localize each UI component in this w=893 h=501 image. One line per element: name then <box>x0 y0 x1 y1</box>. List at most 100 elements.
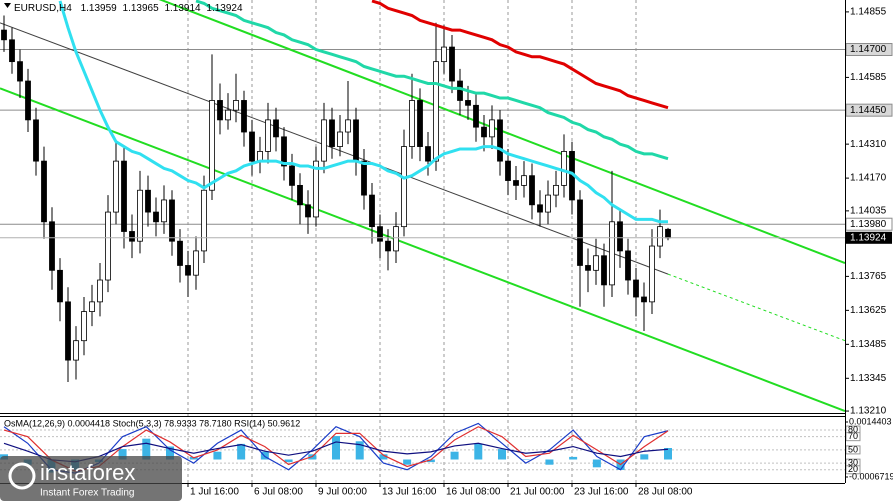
candle-body <box>369 194 375 228</box>
candle-body <box>329 119 335 147</box>
menu-icon[interactable] <box>4 3 11 8</box>
trendline <box>0 87 845 412</box>
panel-tick-label: 80 <box>848 424 858 434</box>
moving-average <box>371 0 669 110</box>
price-box <box>846 231 892 244</box>
candle-body <box>49 221 55 271</box>
x-tick-label: 6 Jul 08:00 <box>254 487 303 498</box>
candle-body <box>153 211 159 223</box>
osma-bar <box>592 459 601 468</box>
panel-tick-label: 50 <box>848 444 858 454</box>
readout-open: 1.13959 <box>81 3 118 14</box>
panel-title: OsMA(12,26,9) 0.0004418 Stoch(5,3,3) 78.… <box>4 418 300 428</box>
watermark-name: instaforex <box>40 460 135 485</box>
candle-body <box>73 340 79 361</box>
osma-bar <box>237 443 246 460</box>
osma-bar <box>664 448 672 460</box>
y-tick-label: 1.13345 <box>850 373 887 384</box>
candle-body <box>137 189 143 242</box>
level-label: 1.13980 <box>850 219 887 230</box>
candle-body <box>457 80 463 101</box>
watermark-bg <box>0 456 182 501</box>
candle-body <box>401 146 407 228</box>
candle-body <box>657 226 663 247</box>
candle-body <box>617 221 623 252</box>
candle-body <box>513 180 519 186</box>
candle-body <box>601 255 607 286</box>
candle-body <box>145 189 151 213</box>
candle-body <box>305 204 311 218</box>
price-label: 1.13924 <box>850 232 887 243</box>
x-tick-label: 21 Jul 00:00 <box>510 487 565 498</box>
oscillator-line <box>3 422 669 474</box>
y2-tick-label: -0.0006719 <box>849 471 893 481</box>
candle-body <box>89 301 95 312</box>
candle-body <box>241 100 247 133</box>
candle-body <box>561 151 567 186</box>
candle-body <box>25 80 31 121</box>
candle-body <box>169 199 175 242</box>
osma-bar <box>403 459 412 465</box>
oscillator-line <box>3 426 669 472</box>
candle-body <box>41 160 47 223</box>
candle-body <box>81 311 87 342</box>
candle-body <box>33 119 39 162</box>
candle-body <box>217 100 223 121</box>
panel-tick-label: 20 <box>848 464 858 474</box>
candle-body <box>545 194 551 213</box>
candle-body <box>265 119 271 152</box>
y-tick-label: 1.13210 <box>850 406 887 417</box>
candle-body <box>665 228 671 239</box>
watermark-logo <box>8 462 36 490</box>
candle-body <box>313 160 319 218</box>
x-tick-label: 1 Jul 16:00 <box>190 487 239 498</box>
x-tick-label: 9 Jul 00:00 <box>318 487 367 498</box>
readout-close: 1.13924 <box>206 3 243 14</box>
candle-body <box>641 296 647 303</box>
candle-body <box>273 119 279 138</box>
candle-body <box>345 119 351 133</box>
candle-body <box>193 250 199 276</box>
osma-bar <box>332 436 340 460</box>
candle-body <box>609 221 615 286</box>
candle-body <box>521 175 527 186</box>
candle-body <box>225 109 231 121</box>
candle-body <box>337 131 343 147</box>
osma-bar <box>142 438 151 460</box>
y-tick-label: 1.13765 <box>850 271 887 282</box>
candle-body <box>425 146 431 162</box>
candle-body <box>625 250 631 281</box>
candle-body <box>393 226 399 252</box>
candle-body <box>473 104 479 128</box>
candle-body <box>385 240 391 252</box>
candle-body <box>129 231 135 242</box>
oscillator-line <box>3 441 669 463</box>
candle-body <box>465 100 471 106</box>
candle-body <box>113 160 119 213</box>
candle-body <box>321 119 327 162</box>
candle-body <box>249 131 255 162</box>
x-tick-label: 28 Jul 08:00 <box>638 487 693 498</box>
panel-tick-label: 30 <box>848 458 858 468</box>
candle-body <box>9 39 15 63</box>
x-tick-label: 23 Jul 16:00 <box>574 487 629 498</box>
watermark-tagline: Instant Forex Trading <box>40 488 135 499</box>
candle-body <box>497 119 503 162</box>
candle-body <box>1 29 7 41</box>
readout-low: 1.13914 <box>164 3 201 14</box>
osma-bar <box>569 456 578 460</box>
osma-bar <box>118 449 127 460</box>
readout: EURUSD,H4 1.13959 1.13965 1.13914 1.1392… <box>14 3 243 14</box>
watermark: instaforex Instant Forex Trading <box>0 456 182 501</box>
candle-body <box>377 226 383 242</box>
osma-bar <box>450 451 459 460</box>
candle-body <box>529 175 535 206</box>
candle-body <box>281 136 287 167</box>
osma-bar <box>545 459 554 465</box>
candle-body <box>177 240 183 266</box>
candle-body <box>409 100 415 147</box>
candle-body <box>233 100 239 111</box>
x-tick-label: 13 Jul 16:00 <box>382 487 437 498</box>
y-tick-label: 1.13485 <box>850 339 887 350</box>
